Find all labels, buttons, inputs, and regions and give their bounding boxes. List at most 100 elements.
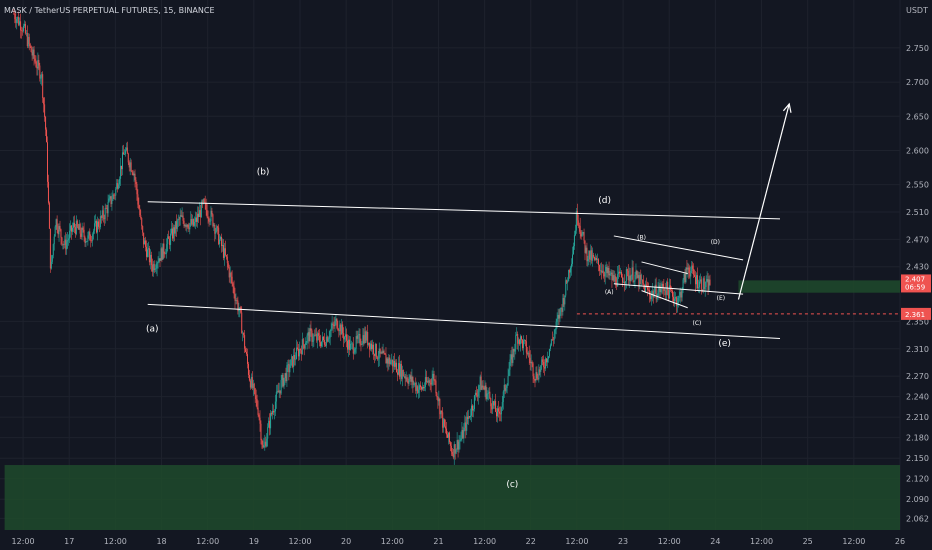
candle <box>169 238 171 245</box>
candle <box>332 323 334 325</box>
candle <box>486 393 488 399</box>
candle <box>47 181 49 203</box>
candle <box>196 217 198 222</box>
candle <box>643 283 645 285</box>
x-tick-label: 12:00 <box>196 537 219 546</box>
candle <box>322 336 324 341</box>
candle <box>177 219 179 221</box>
candle <box>410 375 412 382</box>
candle <box>299 348 301 351</box>
candle <box>639 274 641 287</box>
candle <box>252 383 254 388</box>
candle <box>357 335 359 339</box>
candle <box>371 343 373 350</box>
candle <box>136 184 138 195</box>
candle <box>694 274 696 277</box>
candle <box>681 290 683 298</box>
candle <box>491 406 493 410</box>
candle <box>524 340 526 342</box>
candle <box>488 391 490 394</box>
y-tick-label: 2.650 <box>906 112 929 121</box>
candle <box>102 210 104 218</box>
candle <box>538 369 540 380</box>
candle <box>452 454 454 458</box>
candle <box>162 243 164 260</box>
candle <box>179 215 181 220</box>
candle <box>48 202 50 229</box>
candle <box>648 289 650 296</box>
candle <box>80 233 82 237</box>
candle <box>347 340 348 350</box>
y-tick-label: 2.430 <box>906 263 929 272</box>
candle <box>635 270 637 275</box>
candle <box>606 267 608 274</box>
candle <box>448 432 450 443</box>
x-tick-label: 23 <box>618 537 628 546</box>
candle <box>678 295 680 298</box>
candle <box>364 331 366 344</box>
projection-arrow[interactable] <box>737 103 790 300</box>
wave-label-minor: (B) <box>637 234 646 241</box>
candle <box>257 407 259 415</box>
candle <box>124 150 126 155</box>
candle <box>13 13 15 15</box>
candle <box>277 390 279 393</box>
candle <box>460 438 462 441</box>
candle <box>323 340 325 345</box>
candle <box>220 237 222 240</box>
candle <box>502 391 504 403</box>
candle <box>567 281 569 283</box>
candle <box>172 227 174 239</box>
candle <box>138 204 140 209</box>
candle <box>585 247 587 253</box>
candle <box>397 363 399 375</box>
triangle-lower[interactable] <box>147 303 781 340</box>
candle <box>470 415 472 418</box>
candle <box>709 279 711 285</box>
candle <box>514 349 516 352</box>
candle <box>141 218 143 226</box>
candle <box>480 376 482 390</box>
candle <box>157 262 159 264</box>
x-tick-label: 22 <box>526 537 536 546</box>
inner-lower[interactable] <box>613 283 744 295</box>
candle <box>478 385 480 391</box>
candle <box>688 267 690 274</box>
candle <box>391 359 393 362</box>
candle <box>202 199 204 203</box>
x-tick-label: 17 <box>64 537 74 546</box>
candle <box>246 351 248 355</box>
candle <box>114 195 116 196</box>
candle <box>210 210 212 222</box>
candle <box>152 263 154 272</box>
candle <box>698 281 700 288</box>
inner-upper[interactable] <box>613 235 744 261</box>
candle <box>587 259 589 262</box>
candle <box>673 298 675 302</box>
candle <box>379 348 381 354</box>
candle <box>632 267 634 282</box>
triangle-upper[interactable] <box>147 201 781 220</box>
candle <box>298 348 300 357</box>
candle <box>518 339 520 344</box>
candle <box>515 335 517 350</box>
small-upper[interactable] <box>641 261 688 275</box>
candle <box>660 288 662 293</box>
candle <box>563 298 565 305</box>
candle <box>122 152 123 170</box>
candle <box>51 255 53 262</box>
candle <box>409 375 411 379</box>
candle <box>116 183 118 189</box>
small-lower[interactable] <box>641 290 688 309</box>
candle <box>29 44 31 47</box>
candle <box>45 116 47 130</box>
candle <box>89 231 91 241</box>
candle <box>303 344 305 349</box>
candle <box>693 268 695 275</box>
candle <box>581 233 583 237</box>
candle <box>260 423 262 440</box>
candle <box>672 296 674 302</box>
candle <box>403 376 405 377</box>
wave-label-minor: (A) <box>605 289 614 296</box>
